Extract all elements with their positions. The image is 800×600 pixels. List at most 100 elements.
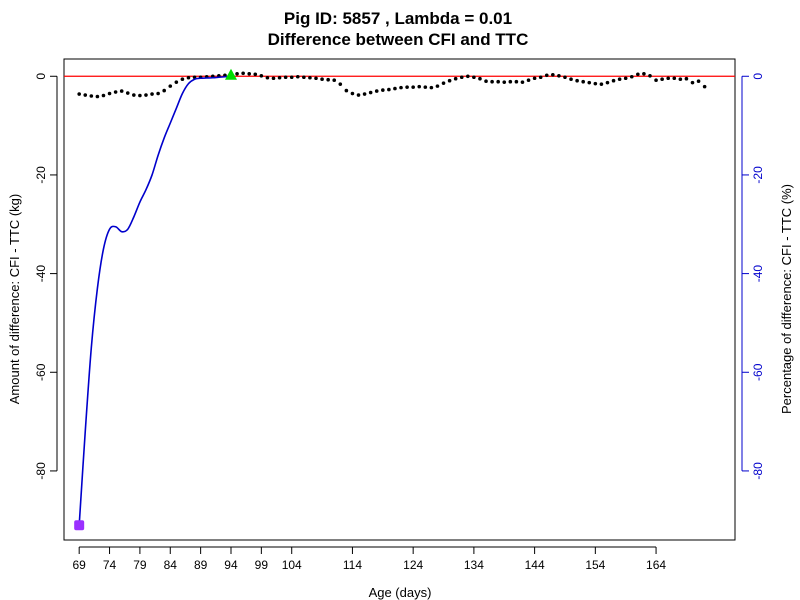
amount-difference-point bbox=[532, 76, 537, 81]
amount-difference-point bbox=[326, 77, 330, 82]
amount-difference-point bbox=[125, 91, 130, 95]
x-tick-label: 104 bbox=[282, 558, 302, 572]
y-left-tick-label: -60 bbox=[34, 363, 48, 381]
amount-difference-point bbox=[381, 88, 385, 92]
amount-difference-point bbox=[113, 90, 118, 94]
amount-difference-point bbox=[308, 75, 312, 80]
amount-difference-point bbox=[435, 84, 440, 88]
amount-difference-point bbox=[295, 74, 300, 79]
amount-difference-point bbox=[302, 75, 306, 80]
amount-difference-point bbox=[453, 76, 458, 81]
amount-difference-point bbox=[350, 91, 355, 96]
x-tick-label: 94 bbox=[224, 558, 238, 572]
amount-difference-point bbox=[563, 75, 567, 80]
amount-difference-point bbox=[466, 74, 470, 79]
y-left-tick-label: -80 bbox=[34, 462, 48, 480]
amount-difference-point bbox=[405, 85, 409, 89]
chart-title: Pig ID: 5857 , Lambda = 0.01 bbox=[284, 9, 512, 28]
plot-frame bbox=[63, 58, 736, 541]
amount-difference-point bbox=[490, 79, 494, 84]
series-layer bbox=[77, 71, 707, 526]
y-right-tick-label: -60 bbox=[751, 363, 765, 381]
amount-difference-point bbox=[95, 94, 100, 99]
x-tick-label: 84 bbox=[164, 558, 178, 572]
amount-difference-point bbox=[496, 79, 500, 84]
amount-difference-point bbox=[581, 79, 585, 84]
x-tick-label: 114 bbox=[343, 558, 362, 572]
marker-layer bbox=[74, 68, 237, 531]
amount-difference-point bbox=[702, 84, 707, 89]
amount-difference-point bbox=[575, 78, 579, 83]
amount-difference-point bbox=[368, 90, 373, 95]
x-axis-label: Age (days) bbox=[369, 585, 432, 600]
amount-difference-point bbox=[247, 72, 252, 76]
y-axis-left-label: Amount of difference: CFI - TTC (kg) bbox=[7, 194, 22, 404]
amount-difference-point bbox=[314, 76, 318, 81]
amount-difference-point bbox=[629, 74, 634, 79]
amount-difference-point bbox=[690, 80, 695, 85]
amount-difference-point bbox=[89, 94, 94, 98]
amount-difference-point bbox=[654, 78, 658, 83]
x-tick-label: 74 bbox=[103, 558, 117, 572]
amount-difference-point bbox=[332, 78, 337, 83]
amount-difference-point bbox=[253, 72, 258, 77]
amount-difference-point bbox=[502, 80, 507, 84]
amount-difference-point bbox=[119, 89, 124, 93]
amount-difference-point bbox=[259, 73, 264, 78]
amount-difference-point bbox=[441, 81, 446, 85]
y-left-tick-label: -20 bbox=[34, 166, 48, 184]
amount-difference-point bbox=[150, 92, 154, 96]
x-axis: 69 74 79 84 89 94 99 104 114 124 134 144 154 164 bbox=[73, 546, 666, 572]
percentage-difference-line bbox=[78, 75, 232, 526]
y-right-tick-label: -80 bbox=[751, 462, 765, 480]
amount-difference-point bbox=[605, 80, 610, 85]
amount-difference-point bbox=[611, 78, 616, 83]
amount-difference-point bbox=[587, 80, 592, 85]
amount-difference-point bbox=[569, 77, 573, 82]
amount-difference-point bbox=[423, 85, 428, 89]
amount-difference-point bbox=[429, 85, 434, 90]
stable-point-marker bbox=[224, 68, 237, 80]
amount-difference-point bbox=[696, 79, 701, 83]
amount-difference-point bbox=[101, 93, 106, 98]
x-tick-label: 99 bbox=[255, 558, 269, 572]
amount-difference-point bbox=[277, 75, 282, 80]
amount-difference-point bbox=[162, 88, 166, 93]
amount-difference-point bbox=[374, 89, 379, 93]
amount-difference-point bbox=[544, 73, 549, 78]
y-axis-right-label: Percentage of difference: CFI - TTC (%) bbox=[779, 184, 794, 414]
amount-difference-point bbox=[593, 81, 598, 86]
amount-difference-point bbox=[636, 72, 640, 77]
y-right-tick-label: 0 bbox=[751, 73, 765, 80]
chart-subtitle: Difference between CFI and TTC bbox=[268, 30, 529, 49]
amount-difference-point bbox=[472, 75, 476, 80]
amount-difference-point bbox=[289, 75, 294, 80]
y-right-tick-label: -20 bbox=[751, 166, 765, 184]
amount-difference-point bbox=[478, 76, 482, 81]
amount-difference-point bbox=[144, 93, 148, 97]
amount-difference-point bbox=[648, 73, 652, 78]
amount-difference-point bbox=[678, 77, 683, 82]
x-tick-label: 79 bbox=[133, 558, 147, 572]
amount-difference-point bbox=[393, 86, 397, 91]
amount-difference-point bbox=[107, 91, 112, 96]
amount-difference-point bbox=[684, 76, 689, 81]
x-tick-label: 134 bbox=[464, 558, 484, 572]
x-tick-label: 144 bbox=[525, 558, 545, 572]
amount-difference-point bbox=[132, 93, 136, 97]
amount-difference-point bbox=[514, 79, 519, 84]
amount-difference-point bbox=[447, 78, 452, 83]
y-axis-left: 0 -20 -40 -60 -80 bbox=[34, 73, 58, 480]
amount-difference-point bbox=[271, 76, 276, 81]
x-tick-label: 164 bbox=[646, 558, 666, 572]
amount-difference-point bbox=[338, 82, 343, 86]
amount-difference-point bbox=[551, 72, 555, 77]
y-left-tick-label: -40 bbox=[34, 265, 48, 283]
y-left-tick-label: 0 bbox=[34, 73, 48, 80]
amount-difference-point bbox=[168, 84, 173, 88]
amount-difference-point bbox=[156, 91, 160, 96]
amount-difference-point bbox=[356, 93, 361, 97]
amount-difference-point bbox=[526, 78, 531, 83]
y-axis-right: 0 -20 -40 -60 -80 bbox=[741, 73, 765, 480]
